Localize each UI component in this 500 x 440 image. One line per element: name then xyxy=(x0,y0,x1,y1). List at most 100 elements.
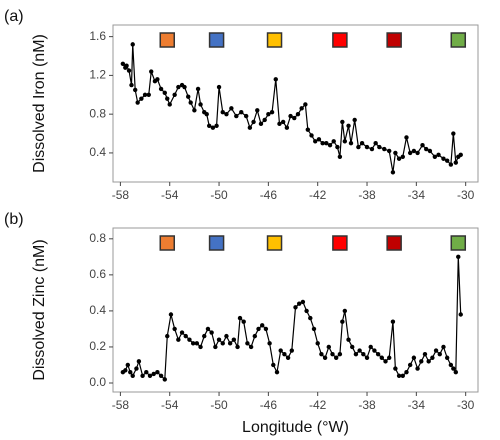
y-tick-label: 0.4 xyxy=(89,303,106,317)
data-point xyxy=(353,351,359,357)
data-point xyxy=(319,351,324,357)
data-point xyxy=(258,121,264,127)
data-point xyxy=(390,319,396,324)
data-point xyxy=(213,344,218,350)
data-point xyxy=(147,373,153,378)
data-point xyxy=(313,139,318,144)
data-point xyxy=(280,119,286,125)
plot-frame xyxy=(112,227,479,393)
data-point xyxy=(337,351,343,357)
data-point xyxy=(266,111,271,117)
data-point xyxy=(404,369,409,375)
data-point xyxy=(304,308,309,314)
data-point xyxy=(172,326,177,332)
y-tick-label: 1.2 xyxy=(89,68,106,82)
data-point xyxy=(151,371,156,377)
data-point xyxy=(126,68,132,73)
data-point xyxy=(311,326,317,332)
data-point xyxy=(237,315,243,321)
data-point xyxy=(382,146,387,152)
data-point xyxy=(303,102,308,107)
data-point xyxy=(396,373,402,378)
data-point xyxy=(330,351,335,357)
data-point xyxy=(368,344,373,350)
data-point xyxy=(204,111,209,117)
data-point xyxy=(224,333,229,339)
station-marker xyxy=(450,235,467,251)
x-tick-label: -46 xyxy=(260,398,278,412)
data-point xyxy=(393,366,398,371)
data-line xyxy=(122,256,462,381)
y-tick-label: 1.6 xyxy=(89,29,106,43)
x-tick-label: -42 xyxy=(309,188,327,202)
data-point xyxy=(333,355,339,360)
data-point xyxy=(140,373,145,378)
data-point xyxy=(227,341,233,346)
data-point xyxy=(155,369,160,375)
data-point xyxy=(337,154,343,160)
x-tick-label: -38 xyxy=(358,398,376,412)
data-point xyxy=(284,125,290,130)
data-point xyxy=(316,137,322,142)
station-marker xyxy=(208,235,225,251)
data-point xyxy=(448,162,454,167)
y-axis-label: Dissolved Iron (nM) xyxy=(31,34,48,173)
data-point xyxy=(400,154,405,160)
data-point xyxy=(220,110,225,115)
data-point xyxy=(373,141,378,146)
data-point xyxy=(308,315,313,321)
data-point xyxy=(239,110,244,115)
data-point xyxy=(309,133,314,138)
data-point xyxy=(192,108,197,113)
y-tick-label: 0.6 xyxy=(89,267,106,281)
data-point xyxy=(255,108,260,113)
data-point xyxy=(176,84,181,90)
x-tick-label: -46 xyxy=(260,188,278,202)
station-marker xyxy=(332,32,348,48)
data-point xyxy=(407,150,413,156)
panel-label: (a) xyxy=(4,8,24,25)
data-point xyxy=(288,113,293,119)
data-point xyxy=(209,330,214,335)
data-point xyxy=(235,344,240,350)
x-tick-label: -50 xyxy=(210,398,228,412)
data-point xyxy=(214,123,219,128)
y-tick-label: 0.8 xyxy=(89,106,106,120)
data-point xyxy=(182,84,187,90)
y-tick-label: 0.4 xyxy=(89,145,106,159)
data-point xyxy=(436,152,441,158)
x-tick-label: -54 xyxy=(161,398,179,412)
data-point xyxy=(324,141,329,146)
data-point xyxy=(426,359,431,364)
data-point xyxy=(198,102,203,107)
data-point xyxy=(292,115,297,121)
data-point xyxy=(155,77,160,82)
data-point xyxy=(241,319,246,324)
x-tick-label: -34 xyxy=(408,188,426,202)
data-point xyxy=(411,355,417,360)
data-point xyxy=(357,348,362,353)
data-point xyxy=(165,333,170,339)
data-point xyxy=(348,141,354,146)
data-point xyxy=(210,125,216,130)
data-point xyxy=(387,148,392,154)
data-point xyxy=(135,100,140,105)
data-point xyxy=(269,110,275,115)
data-point xyxy=(415,366,420,371)
data-point xyxy=(342,139,348,144)
data-point xyxy=(124,63,129,68)
data-point xyxy=(123,368,128,373)
data-point xyxy=(369,146,375,152)
data-point xyxy=(293,305,298,310)
data-point xyxy=(245,341,250,346)
data-point xyxy=(289,348,295,353)
data-point xyxy=(411,148,417,154)
data-point xyxy=(267,341,272,346)
data-point xyxy=(433,348,439,353)
data-point xyxy=(326,344,331,350)
data-point xyxy=(179,330,185,335)
data-point xyxy=(243,113,249,119)
data-point xyxy=(364,355,370,360)
data-point xyxy=(129,82,134,88)
data-point xyxy=(356,144,361,150)
